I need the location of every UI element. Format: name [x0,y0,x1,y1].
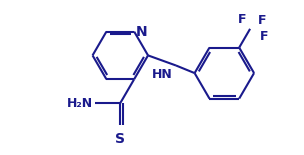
Text: F: F [238,13,247,26]
Text: S: S [115,131,125,146]
Text: N: N [136,25,148,39]
Text: F: F [258,15,266,27]
Text: H₂N: H₂N [66,97,92,110]
Text: HN: HN [152,68,172,81]
Text: F: F [260,30,268,43]
